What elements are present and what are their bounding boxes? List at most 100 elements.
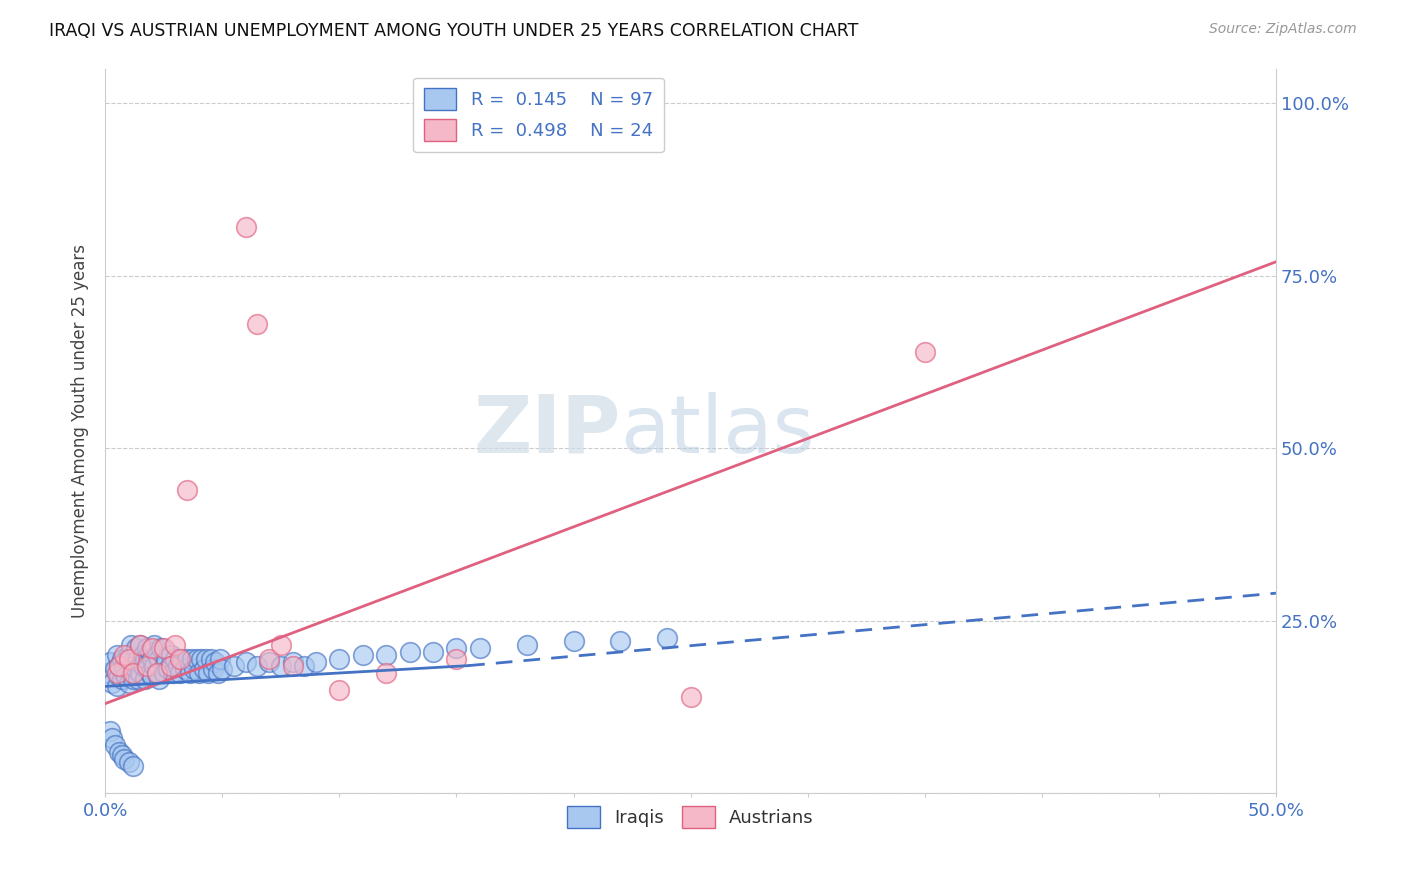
Point (108, 658, 131, 673)
Point (112, 648, 135, 663)
Point (422, 645, 444, 659)
Point (328, 682, 350, 697)
Point (148, 651, 170, 665)
Point (169, 651, 191, 665)
Point (105, 679, 128, 693)
Point (193, 662, 215, 676)
Point (101, 731, 124, 745)
Point (204, 655, 226, 669)
Text: Source: ZipAtlas.com: Source: ZipAtlas.com (1209, 22, 1357, 37)
Point (110, 748, 132, 763)
Point (200, 651, 222, 665)
Point (152, 641, 174, 656)
Point (305, 655, 328, 669)
Point (108, 669, 131, 683)
Point (292, 658, 315, 673)
Point (143, 658, 166, 673)
Point (679, 690, 702, 704)
Point (328, 651, 350, 665)
Point (145, 665, 167, 680)
Text: IRAQI VS AUSTRIAN UNEMPLOYMENT AMONG YOUTH UNDER 25 YEARS CORRELATION CHART: IRAQI VS AUSTRIAN UNEMPLOYMENT AMONG YOU… (49, 22, 859, 40)
Point (246, 658, 269, 673)
Legend: Iraqis, Austrians: Iraqis, Austrians (560, 798, 821, 835)
Point (162, 665, 184, 680)
Point (159, 658, 181, 673)
Point (183, 662, 205, 676)
Point (145, 665, 167, 680)
Point (375, 648, 398, 663)
Text: atlas: atlas (620, 392, 814, 470)
Point (468, 641, 491, 656)
Point (609, 634, 631, 648)
Point (120, 638, 142, 652)
Point (122, 673, 145, 687)
Point (145, 648, 167, 663)
Point (186, 651, 208, 665)
Point (235, 220, 257, 235)
Point (246, 317, 269, 331)
Point (129, 665, 152, 680)
Point (117, 676, 139, 690)
Point (120, 665, 142, 680)
Point (165, 651, 187, 665)
Point (375, 665, 398, 680)
Point (169, 665, 191, 680)
Point (176, 483, 198, 497)
Point (124, 662, 146, 676)
Point (150, 641, 173, 656)
Point (165, 638, 187, 652)
Point (129, 638, 152, 652)
Point (129, 638, 152, 652)
Point (201, 662, 224, 676)
Point (148, 673, 170, 687)
Point (134, 673, 156, 687)
Point (398, 645, 420, 659)
Point (143, 638, 166, 652)
Point (117, 756, 139, 770)
Point (914, 344, 936, 359)
Point (134, 651, 156, 665)
Point (270, 638, 292, 652)
Point (270, 658, 292, 673)
Point (127, 651, 149, 665)
Point (110, 651, 132, 665)
Point (173, 662, 195, 676)
Point (166, 658, 188, 673)
Point (207, 665, 229, 680)
Point (257, 651, 280, 665)
Point (108, 658, 131, 673)
Point (136, 658, 159, 673)
Point (516, 638, 538, 652)
Point (657, 631, 679, 645)
Point (112, 752, 135, 766)
Point (235, 655, 257, 669)
Point (131, 658, 153, 673)
Point (105, 648, 128, 663)
Point (122, 758, 145, 772)
Point (281, 655, 304, 669)
Point (112, 665, 135, 680)
Point (197, 665, 219, 680)
Point (122, 665, 145, 680)
Point (108, 745, 131, 759)
Point (446, 651, 468, 665)
Point (152, 658, 174, 673)
Point (103, 662, 125, 676)
Point (562, 634, 585, 648)
Point (159, 648, 181, 663)
Point (98, 724, 121, 739)
Point (124, 641, 146, 656)
Point (101, 676, 124, 690)
Point (187, 665, 209, 680)
Point (117, 651, 139, 665)
Point (211, 662, 233, 676)
Y-axis label: Unemployment Among Youth under 25 years: Unemployment Among Youth under 25 years (72, 244, 89, 618)
Point (155, 651, 177, 665)
Point (176, 651, 198, 665)
Point (190, 651, 212, 665)
Point (105, 665, 128, 680)
Point (136, 662, 159, 676)
Point (122, 658, 145, 673)
Point (115, 651, 138, 665)
Point (138, 665, 160, 680)
